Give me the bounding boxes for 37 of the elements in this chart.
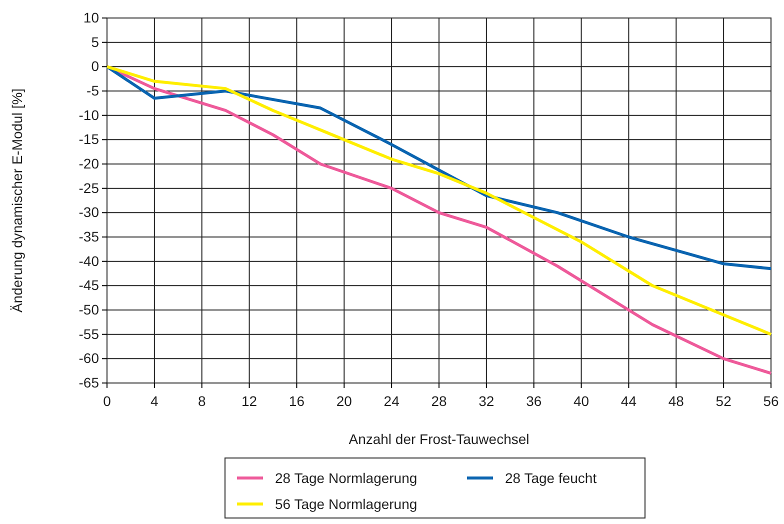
legend-label: 56 Tage Normlagerung <box>275 496 418 512</box>
x-tick-label: 32 <box>478 392 494 409</box>
y-tick-label: -20 <box>78 155 100 172</box>
legend-label: 28 Tage Normlagerung <box>275 470 418 486</box>
legend-label: 28 Tage feucht <box>505 470 597 486</box>
y-tick-label: -60 <box>78 350 100 366</box>
x-tick-label: 52 <box>716 392 732 409</box>
line-series <box>106 65 772 270</box>
y-tick-label: -5 <box>86 82 100 98</box>
x-tick-label: 4 <box>150 392 159 409</box>
x-tick-label: 12 <box>241 392 258 409</box>
x-tick-label: 56 <box>763 392 779 409</box>
y-axis-title: Änderung dynamischer E-Modul [%] <box>9 88 25 313</box>
x-tick-label: 48 <box>668 392 684 409</box>
y-tick-label: 10 <box>83 9 100 26</box>
x-tick-label: 40 <box>573 392 590 409</box>
x-tick-label: 0 <box>103 392 112 409</box>
y-tick-label: 5 <box>91 34 100 50</box>
x-axis-title: Anzahl der Frost-Tauwechsel <box>348 431 530 447</box>
x-tick-label: 20 <box>336 392 352 409</box>
y-tick-label: -35 <box>78 228 100 244</box>
y-tick-label: 0 <box>91 58 100 74</box>
x-tick-label: 16 <box>288 392 305 409</box>
x-tick-label: 24 <box>384 392 400 409</box>
y-tick-label: -40 <box>78 252 100 269</box>
x-tick-label: 44 <box>620 392 637 409</box>
y-tick-label: -25 <box>78 180 100 196</box>
x-tick-label: 8 <box>198 392 206 409</box>
y-tick-label: -65 <box>78 374 100 390</box>
y-tick-label: -55 <box>78 326 100 342</box>
y-tick-label: -50 <box>78 301 100 318</box>
y-tick-label: -45 <box>78 277 100 294</box>
y-tick-label: -15 <box>78 131 100 148</box>
y-tick-label: -30 <box>78 204 100 220</box>
y-tick-label: -10 <box>78 106 100 123</box>
x-tick-label: 28 <box>431 392 447 409</box>
x-tick-label: 36 <box>526 392 542 409</box>
